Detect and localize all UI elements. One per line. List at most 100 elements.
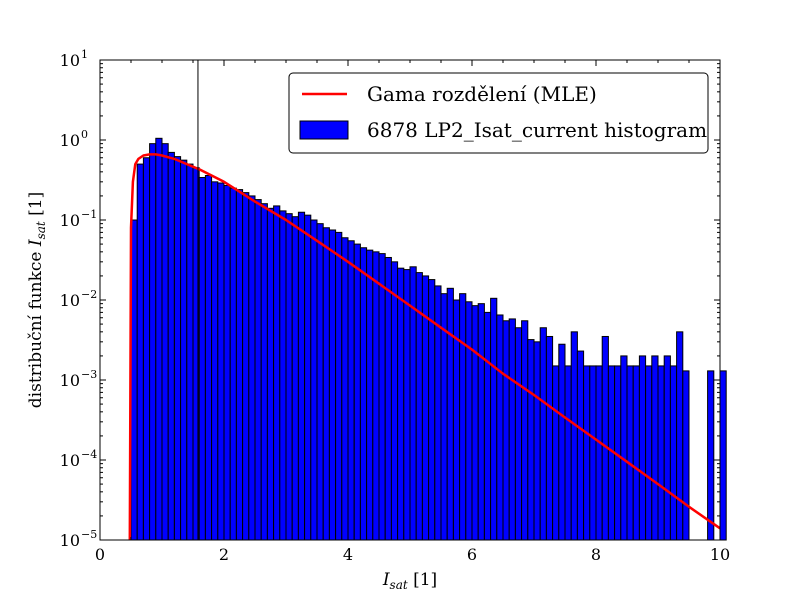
histogram-bar [161, 143, 169, 541]
histogram-bar [552, 365, 560, 541]
fit-curve-layer [128, 153, 721, 541]
histogram-bar [657, 365, 665, 541]
legend-histogram-label: 6878 LP2_Isat_current histogram [367, 118, 707, 142]
histogram-bar [576, 350, 585, 541]
histogram-bar [149, 143, 157, 541]
histogram-bar [502, 320, 510, 541]
histogram-bar [527, 339, 535, 541]
histogram-bar [570, 331, 578, 541]
histogram-bar [707, 370, 715, 541]
histogram-bar [471, 305, 479, 541]
histogram-bar [651, 355, 659, 541]
histogram-bar [366, 249, 374, 541]
histogram-bar [211, 181, 219, 541]
histogram-bar [235, 189, 244, 541]
histogram-bar [322, 227, 330, 541]
histogram-bar [676, 331, 684, 541]
histogram-bar [514, 327, 523, 541]
fit-curve [128, 153, 721, 541]
histogram-bar [248, 195, 256, 541]
y-tick-label: 10 [60, 371, 80, 390]
histogram-bar [496, 314, 504, 541]
histogram-bar [477, 303, 485, 541]
histogram-bar [397, 267, 405, 541]
histogram-bar [304, 214, 312, 541]
histogram-bar [384, 256, 392, 541]
histogram-bar [173, 156, 182, 541]
histogram-bar [273, 205, 281, 541]
histogram-bar [483, 311, 492, 541]
histogram-bar [186, 163, 194, 541]
histogram-bar [347, 240, 355, 541]
histogram-bar [198, 176, 206, 541]
histogram-bar [310, 219, 318, 541]
histogram-bar [508, 318, 516, 541]
histogram-bar [719, 370, 727, 541]
histogram-bar [638, 355, 647, 541]
histogram-bar [446, 287, 454, 541]
y-tick-exponent: −1 [81, 208, 97, 221]
histogram-bar [242, 192, 250, 541]
histogram-bar [204, 174, 213, 541]
x-tick-label: 10 [710, 545, 730, 564]
histogram-bar [626, 365, 634, 541]
y-axis-title: distribuční funkce Isat [1] [26, 192, 48, 408]
histogram-bar [335, 231, 343, 541]
x-axis-title: Isat [1] [382, 570, 437, 592]
histogram-bar [229, 187, 237, 541]
histogram-bar [663, 355, 671, 541]
y-tick-exponent: −5 [81, 528, 97, 541]
histogram-bar [539, 327, 547, 541]
histogram-bar [589, 365, 597, 541]
histogram-bar [682, 370, 690, 541]
histogram-bar [260, 203, 268, 541]
histogram-bar [583, 365, 591, 541]
x-tick-label: 2 [219, 545, 229, 564]
y-tick-label: 10 [60, 291, 80, 310]
legend: Gama rozdělení (MLE) 6878 LP2_Isat_curren… [288, 72, 709, 154]
y-tick-label: 10 [60, 211, 80, 230]
legend-histogram-swatch [299, 120, 349, 140]
histogram-bar [254, 199, 262, 541]
y-tick-label: 10 [60, 531, 80, 550]
histogram-bar [155, 137, 163, 541]
y-tick-label: 10 [60, 451, 80, 470]
histogram-bar [223, 184, 231, 541]
histogram-bar [217, 182, 225, 541]
histogram-bar [465, 301, 473, 541]
x-tick-label: 6 [467, 545, 477, 564]
histogram-bar [297, 211, 306, 541]
y-tick-label: 10 [60, 131, 80, 150]
histogram-bar [328, 229, 337, 541]
histogram-bar [403, 269, 411, 541]
legend-fit-label: Gama rozdělení (MLE) [367, 82, 597, 106]
histogram-bar [372, 251, 380, 541]
histogram-bar [136, 163, 144, 541]
histogram-bar [359, 247, 368, 541]
histogram-bar [558, 343, 566, 541]
legend-box [288, 72, 709, 154]
histogram-bar [291, 216, 299, 541]
y-tick-exponent: −4 [81, 448, 97, 461]
x-tick-label: 0 [95, 545, 105, 564]
histogram-bar [180, 159, 188, 541]
y-tick-exponent: −2 [81, 288, 97, 301]
histogram-bar [533, 341, 541, 541]
histogram-bar [620, 355, 628, 541]
histogram-bar [632, 365, 640, 541]
histogram-bar [285, 213, 293, 541]
histogram-bar [601, 335, 609, 541]
histogram-bar [353, 243, 361, 541]
y-tick-label: 10 [60, 51, 80, 70]
histogram-bar [645, 365, 653, 541]
x-tick-label: 4 [343, 545, 353, 564]
histogram-bar [279, 210, 287, 541]
y-tick-exponent: 1 [81, 48, 88, 61]
histogram-bar [378, 253, 386, 541]
histogram-bar [595, 365, 603, 541]
histogram-bar [167, 151, 175, 541]
histogram-bar [459, 293, 467, 541]
